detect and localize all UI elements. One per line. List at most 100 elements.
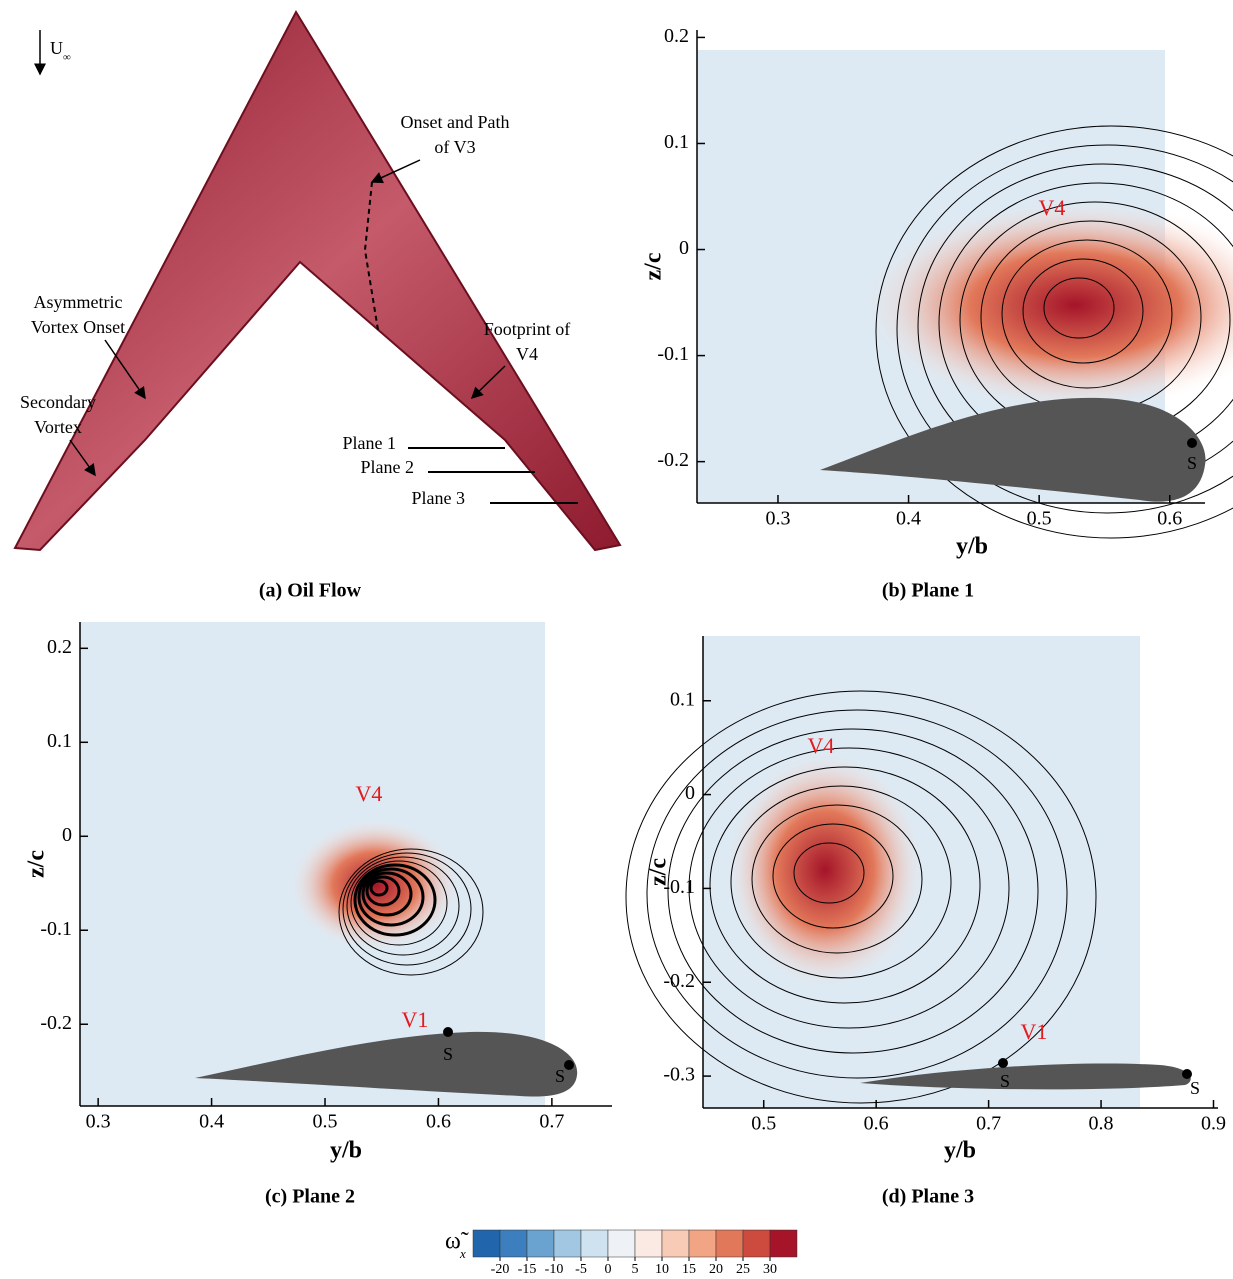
airfoil — [860, 1063, 1191, 1090]
streamline — [688, 747, 1010, 1029]
colorbar-cell — [607, 1229, 636, 1258]
colorbar-cell — [742, 1229, 771, 1258]
colorbar-tick-label: -15 — [518, 1262, 537, 1277]
streamline — [1022, 258, 1144, 364]
colorbar-cell — [769, 1229, 798, 1258]
separation-point — [443, 1027, 453, 1037]
annotation: of V3 — [434, 137, 475, 157]
caption: (a) Oil Flow — [259, 580, 362, 602]
y-tick-label: -0.1 — [657, 343, 689, 365]
colorbar-cell — [661, 1229, 690, 1258]
streamline — [342, 852, 472, 966]
x-tick-label: 0.5 — [313, 1111, 338, 1133]
colorbar-tick-label: 15 — [682, 1262, 696, 1277]
annotation: Vortex — [34, 417, 82, 437]
x-tick-label: 0.3 — [86, 1111, 111, 1133]
plane-label: Plane 3 — [412, 488, 466, 508]
x-tick-label: 0.6 — [426, 1111, 451, 1133]
arrow — [69, 439, 96, 477]
x-tick-label: 0.8 — [1089, 1113, 1114, 1135]
x-tick-label: 0.9 — [1201, 1113, 1226, 1135]
streamline — [667, 728, 1039, 1054]
annotation: V1 — [1021, 1019, 1048, 1044]
colorbar-tick-label: 0 — [605, 1262, 612, 1277]
streamline — [346, 856, 460, 956]
separation-point — [1182, 1069, 1192, 1079]
x-tick-label: 0.7 — [976, 1113, 1001, 1135]
y-tick-label: 0.1 — [47, 730, 72, 752]
x-tick-label: 0.5 — [1027, 508, 1052, 530]
y-tick-label: 0 — [679, 237, 689, 259]
streamline — [772, 823, 894, 929]
annotation: Secondary — [20, 392, 96, 412]
freestream-sub: ∞ — [63, 52, 71, 64]
streamline — [1043, 277, 1115, 339]
colorbar-tick-label: 30 — [763, 1262, 777, 1277]
vorticity-region — [727, 753, 923, 987]
streamline — [709, 766, 981, 1004]
plane-label: Plane 2 — [361, 457, 415, 477]
streamline — [751, 804, 923, 954]
wing-oil-flow — [13, 9, 622, 552]
annotation: S — [1190, 1078, 1200, 1098]
annotation: S — [555, 1066, 565, 1086]
colorbar-cell — [715, 1229, 744, 1258]
annotation: Vortex Onset — [31, 317, 125, 337]
streamline — [361, 871, 413, 917]
colorbar-cell — [634, 1229, 663, 1258]
colorbar-tick-label: -5 — [575, 1262, 587, 1277]
annotation: V4 — [356, 781, 383, 806]
x-tick-label: 0.6 — [1157, 508, 1182, 530]
colorbar-cell — [472, 1229, 501, 1258]
y-tick-label: 0 — [62, 824, 72, 846]
caption: (d) Plane 3 — [882, 1186, 974, 1208]
colorbar-cell — [526, 1229, 555, 1258]
annotation: S — [1000, 1071, 1010, 1091]
streamline — [730, 785, 952, 979]
y-axis-label: z/c — [641, 252, 667, 280]
separation-point — [1187, 438, 1197, 448]
x-tick-label: 0.7 — [539, 1111, 564, 1133]
v3-path — [363, 181, 379, 331]
y-tick-label: -0.3 — [663, 1064, 695, 1086]
y-tick-label: 0.2 — [664, 25, 689, 47]
annotation: S — [443, 1044, 453, 1064]
colorbar-cell — [553, 1229, 582, 1258]
airfoil — [820, 397, 1206, 502]
streamline — [646, 709, 1068, 1079]
colorbar-tick-label: -10 — [545, 1262, 564, 1277]
plane-label: Plane 1 — [343, 433, 397, 453]
annotation: Footprint of — [484, 319, 571, 339]
x-tick-label: 0.4 — [199, 1111, 224, 1133]
annotation: Asymmetric — [34, 292, 123, 312]
y-tick-label: 0.2 — [47, 636, 72, 658]
y-tick-label: -0.1 — [40, 918, 72, 940]
y-tick-label: 0.1 — [670, 688, 695, 710]
annotation: V4 — [1039, 195, 1066, 220]
colorbar-tick-label: 25 — [736, 1262, 750, 1277]
annotation: V1 — [402, 1007, 429, 1032]
x-tick-label: 0.4 — [896, 508, 921, 530]
arrow — [104, 339, 146, 400]
freestream-label: U — [50, 38, 63, 58]
separation-point — [564, 1060, 574, 1070]
annotation: S — [1187, 453, 1197, 473]
streamline — [353, 863, 437, 937]
colorbar-tick-label: 20 — [709, 1262, 723, 1277]
x-axis-label: y/b — [330, 1138, 362, 1164]
separation-point — [998, 1058, 1008, 1068]
caption: (b) Plane 1 — [882, 580, 974, 602]
caption: (c) Plane 2 — [265, 1186, 355, 1208]
colorbar-cell — [688, 1229, 717, 1258]
y-tick-label: -0.2 — [663, 970, 695, 992]
annotation: V4 — [808, 733, 835, 758]
x-axis-label: y/b — [944, 1138, 976, 1164]
annotation: Onset and Path — [401, 112, 510, 132]
x-tick-label: 0.6 — [864, 1113, 889, 1135]
x-tick-label: 0.5 — [751, 1113, 776, 1135]
streamline — [369, 879, 389, 897]
streamline — [625, 690, 1097, 1104]
y-axis-label: z/c — [646, 858, 672, 886]
colorbar-tick-label: -20 — [491, 1262, 510, 1277]
